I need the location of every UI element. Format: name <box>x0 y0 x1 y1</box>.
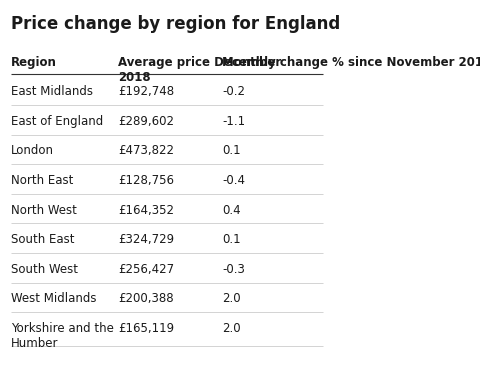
Text: £324,729: £324,729 <box>118 233 174 246</box>
Text: £165,119: £165,119 <box>118 322 174 335</box>
Text: South West: South West <box>11 263 78 276</box>
Text: Region: Region <box>11 56 57 69</box>
Text: 2.0: 2.0 <box>222 322 240 335</box>
Text: £164,352: £164,352 <box>118 204 174 217</box>
Text: East Midlands: East Midlands <box>11 85 93 98</box>
Text: Average price December
2018: Average price December 2018 <box>118 56 281 85</box>
Text: 0.1: 0.1 <box>222 233 240 246</box>
Text: £289,602: £289,602 <box>118 115 174 128</box>
Text: Yorkshire and the
Humber: Yorkshire and the Humber <box>11 322 114 350</box>
Text: 2.0: 2.0 <box>222 292 240 305</box>
Text: -0.2: -0.2 <box>222 85 245 98</box>
Text: 0.4: 0.4 <box>222 204 240 217</box>
Text: West Midlands: West Midlands <box>11 292 96 305</box>
Text: North East: North East <box>11 174 73 187</box>
Text: 0.1: 0.1 <box>222 145 240 158</box>
Text: Monthly change % since November 2018: Monthly change % since November 2018 <box>222 56 480 69</box>
Text: £473,822: £473,822 <box>118 145 174 158</box>
Text: £192,748: £192,748 <box>118 85 174 98</box>
Text: Price change by region for England: Price change by region for England <box>11 15 340 33</box>
Text: -0.3: -0.3 <box>222 263 245 276</box>
Text: South East: South East <box>11 233 74 246</box>
Text: North West: North West <box>11 204 76 217</box>
Text: £256,427: £256,427 <box>118 263 174 276</box>
Text: -0.4: -0.4 <box>222 174 245 187</box>
Text: £200,388: £200,388 <box>118 292 174 305</box>
Text: London: London <box>11 145 54 158</box>
Text: East of England: East of England <box>11 115 103 128</box>
Text: £128,756: £128,756 <box>118 174 174 187</box>
Text: -1.1: -1.1 <box>222 115 245 128</box>
